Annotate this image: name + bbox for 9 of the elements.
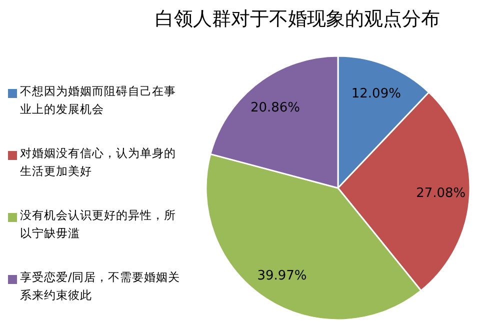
- legend-label: 对婚姻没有信心，认为单身的生活更加美好: [20, 145, 177, 180]
- data-label: 12.09%: [351, 86, 401, 102]
- legend-label: 没有机会认识更好的异性，所以宁缺毋滥: [20, 207, 177, 242]
- legend-label: 享受恋爱/同居，不需要婚姻关系来约束彼此: [20, 269, 180, 304]
- data-label: 27.08%: [416, 186, 466, 202]
- legend-label: 不想因为婚姻而阻碍自己在事业上的发展机会: [20, 83, 177, 118]
- chart-title: 白领人群对于不婚现象的观点分布: [154, 7, 441, 32]
- data-label: 39.97%: [257, 268, 307, 284]
- data-label: 20.86%: [250, 100, 300, 116]
